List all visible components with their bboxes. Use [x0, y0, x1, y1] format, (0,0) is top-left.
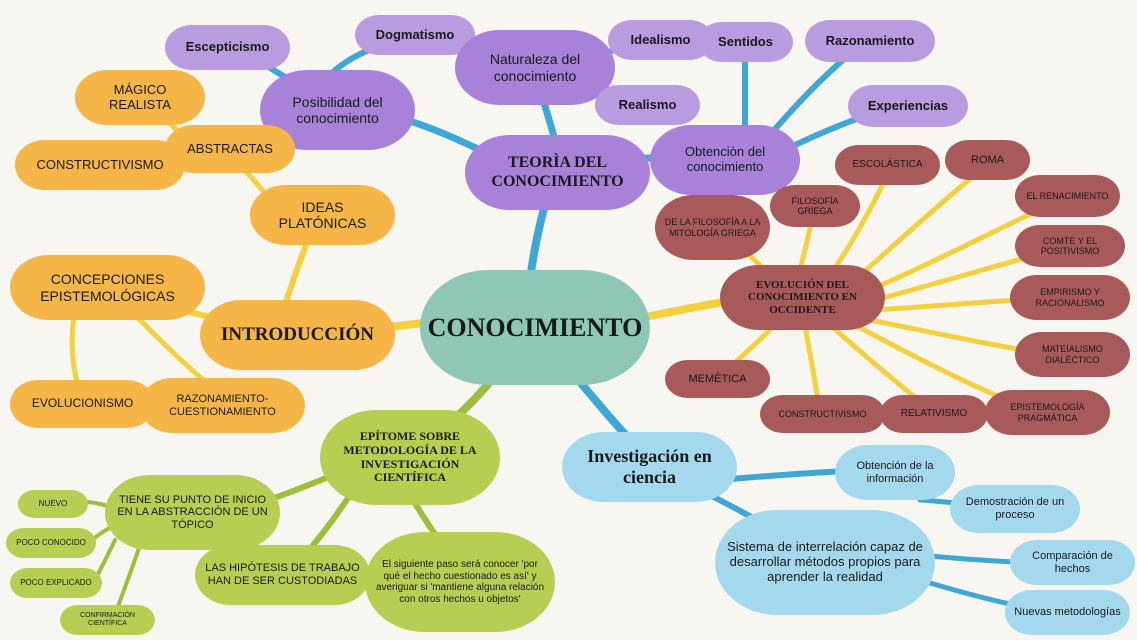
node-label: EVOLUCIÓN DEL CONOCIMIENTO EN OCCIDENTE	[728, 279, 877, 317]
node-comparacion: Comparación de hechos	[1010, 540, 1135, 585]
node-de_filosofia: DE LA FILOSOFÍA A LA MITOLOGÍA GRIEGA	[655, 195, 770, 260]
node-label: FILOSOFÍA GRIEGA	[778, 196, 852, 217]
node-label: Sistema de interrelación capaz de desarr…	[723, 540, 927, 585]
node-label: Obtenciòn del conocimiento	[658, 145, 792, 175]
node-hipotesis: LAS HIPÓTESIS DE TRABAJO HAN DE SER CUST…	[195, 545, 370, 605]
node-label: MATEIALISMO DIALÉCTICO	[1023, 344, 1122, 365]
node-label: CONCEPCIONES EPISTEMOLÓGICAS	[18, 271, 197, 303]
node-razon_cuest: RAZONAMIENTO-CUESTIONAMIENTO	[140, 378, 305, 433]
node-relativismo: RELATIVISMO	[880, 395, 988, 433]
node-sistema: Sistema de interrelación capaz de desarr…	[715, 510, 935, 615]
node-label: NUEVO	[39, 499, 67, 508]
node-razonamiento: Razonamiento	[805, 20, 935, 62]
node-roma: ROMA	[945, 140, 1030, 180]
node-label: EPISTEMOLOGÍA PRAGMÁTICA	[993, 402, 1102, 423]
node-label: Naturaleza del conocimiento	[463, 51, 607, 83]
node-label: CONOCIMIENTO	[428, 313, 643, 343]
node-constructivismo_b: CONSTRUCTIVISMO	[760, 395, 885, 433]
node-memetica: MEMÉTICA	[665, 360, 770, 398]
node-nuevas_met: Nuevas metodologías	[1005, 590, 1130, 635]
node-label: Comparación de hechos	[1018, 550, 1127, 575]
node-constructivismo_o: CONSTRUCTIVISMO	[15, 140, 185, 190]
node-label: El siguiente paso será conocer 'por qué …	[373, 559, 547, 605]
node-dogmatismo: Dogmatismo	[355, 15, 475, 55]
node-label: POCO EXPLICADO	[20, 578, 92, 587]
node-label: ABSTRACTAS	[187, 142, 273, 157]
node-label: Posibilidad del conocimiento	[268, 94, 407, 126]
node-label: ESCOLÁSTICA	[852, 159, 922, 171]
node-label: Nuevas metodologías	[1014, 606, 1120, 619]
node-label: MEMÉTICA	[688, 373, 746, 386]
node-ideas_plat: IDEAS PLATÓNICAS	[250, 185, 395, 245]
node-escolastica: ESCOLÁSTICA	[835, 145, 940, 185]
node-label: EL RENACIMIENTO	[1026, 191, 1108, 201]
node-epitome: EPÍTOME SOBRE METODOLOGÍA DE LA INVESTIG…	[320, 410, 500, 505]
node-materialismo: MATEIALISMO DIALÉCTICO	[1015, 332, 1130, 377]
node-label: DE LA FILOSOFÍA A LA MITOLOGÍA GRIEGA	[663, 217, 762, 238]
node-label: Escepticismo	[186, 40, 270, 55]
node-escepticismo: Escepticismo	[165, 25, 290, 70]
node-empirismo: EMPIRISMO Y RACIONALISMO	[1010, 275, 1130, 320]
node-label: Dogmatismo	[376, 28, 455, 43]
node-label: EMPIRISMO Y RACIONALISMO	[1018, 287, 1122, 308]
node-magico: MÁGICO REALISTA	[75, 70, 205, 125]
node-label: LAS HIPÓTESIS DE TRABAJO HAN DE SER CUST…	[203, 562, 362, 587]
node-label: Obtención de la información	[843, 460, 947, 485]
node-demostracion: Demostración de un proceso	[950, 485, 1080, 533]
node-label: ROMA	[971, 154, 1004, 167]
node-label: Investigación en ciencia	[570, 446, 729, 487]
node-naturaleza: Naturaleza del conocimiento	[455, 30, 615, 105]
node-label: TEORÌA DEL CONOCIMIENTO	[473, 154, 642, 191]
node-label: POCO CONOCIDO	[16, 538, 86, 547]
node-evolucion_occ: EVOLUCIÓN DEL CONOCIMIENTO EN OCCIDENTE	[720, 265, 885, 330]
node-epist_prag: EPISTEMOLOGÍA PRAGMÁTICA	[985, 390, 1110, 435]
center-node: CONOCIMIENTO	[420, 270, 650, 385]
node-realismo: Realismo	[595, 85, 700, 125]
node-label: RAZONAMIENTO-CUESTIONAMIENTO	[148, 393, 297, 418]
node-obtencion: Obtenciòn del conocimiento	[650, 125, 800, 195]
node-label: CONSTRUCTIVISMO	[36, 158, 163, 173]
node-siguiente: El siguiente paso será conocer 'por qué …	[365, 532, 555, 632]
node-label: EVOLUCIONISMO	[32, 397, 133, 411]
node-label: Experiencias	[868, 99, 948, 114]
node-introduccion: INTRODUCCIÓN	[200, 300, 395, 370]
node-label: Sentidos	[718, 35, 773, 50]
node-label: IDEAS PLATÓNICAS	[258, 199, 387, 231]
node-evolucionismo: EVOLUCIONISMO	[10, 380, 155, 428]
node-sentidos: Sentidos	[698, 22, 793, 62]
node-obt_info: Obtención de la información	[835, 445, 955, 500]
node-fil_griega: FILOSOFÍA GRIEGA	[770, 185, 860, 227]
node-label: CONFIRMACIÓN CIENTÍFICA	[68, 612, 147, 628]
node-experiencias: Experiencias	[848, 85, 968, 127]
node-tiene_punto: TIENE SU PUNTO DE INICIO EN LA ABSTRACCI…	[105, 475, 280, 550]
node-label: EPÍTOME SOBRE METODOLOGÍA DE LA INVESTIG…	[328, 430, 492, 485]
node-label: RELATIVISMO	[901, 408, 968, 420]
node-poco_conocido: POCO CONOCIDO	[6, 528, 96, 558]
node-investigacion: Investigación en ciencia	[562, 432, 737, 502]
node-label: Razonamiento	[826, 34, 915, 49]
node-label: TIENE SU PUNTO DE INICIO EN LA ABSTRACCI…	[113, 494, 272, 532]
node-confirmacion: CONFIRMACIÓN CIENTÍFICA	[60, 605, 155, 635]
node-nuevo: NUEVO	[18, 490, 88, 518]
node-label: Realismo	[619, 98, 677, 113]
node-comte: COMTE Y EL POSITIVISMO	[1015, 225, 1125, 267]
node-label: COMTE Y EL POSITIVISMO	[1023, 236, 1117, 257]
node-poco_explicado: POCO EXPLICADO	[10, 568, 102, 598]
node-label: MÁGICO REALISTA	[83, 83, 197, 113]
node-teoria: TEORÌA DEL CONOCIMIENTO	[465, 135, 650, 210]
node-label: INTRODUCCIÓN	[221, 324, 374, 346]
node-concepciones: CONCEPCIONES EPISTEMOLÓGICAS	[10, 255, 205, 320]
node-renacimiento: EL RENACIMIENTO	[1015, 175, 1120, 217]
node-label: Demostración de un proceso	[958, 496, 1072, 521]
node-label: CONSTRUCTIVISMO	[778, 409, 866, 419]
node-label: Idealismo	[631, 33, 691, 48]
